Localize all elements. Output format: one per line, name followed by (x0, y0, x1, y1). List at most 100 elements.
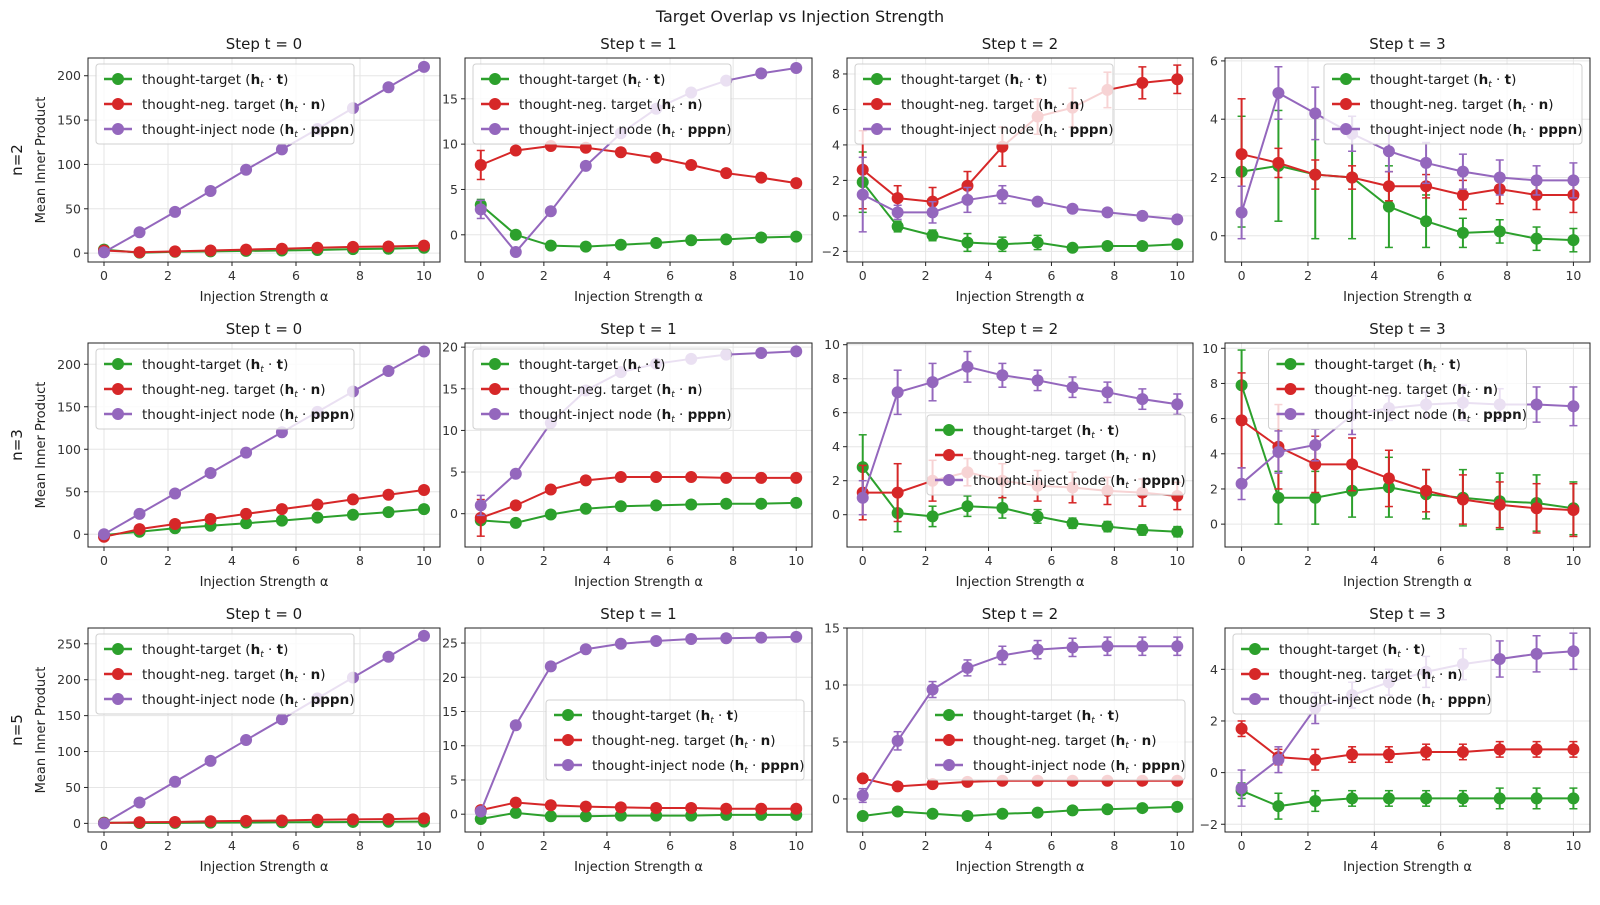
panel-title: Step t = 1 (600, 35, 676, 53)
legend-label: thought-inject node (ht · pppn) (901, 122, 1114, 140)
inject-data-point (891, 206, 904, 219)
target-data-point (346, 508, 359, 521)
neg-data-point (891, 192, 904, 205)
legend-item-neg: thought-neg. target (ht · n) (935, 448, 1157, 466)
inject-data-point (169, 775, 182, 788)
inject-data-point (98, 246, 110, 259)
inject-series-line (861, 365, 1178, 499)
x-tick-label: 2 (540, 553, 548, 568)
y-tick-label: 200 (57, 357, 81, 372)
inject-series-line (862, 193, 1178, 221)
legend-item-target: thought-target (ht · t) (935, 708, 1119, 726)
inject-data-point (1493, 652, 1506, 665)
x-axis-label: Injection Strength α (200, 860, 329, 875)
inject-data-point (926, 683, 939, 696)
target-data-point (1136, 802, 1149, 815)
y-tick-label: 150 (57, 708, 81, 723)
x-tick-label: 0 (477, 268, 485, 283)
y-tick-label: 10 (1202, 341, 1218, 356)
inject-data-point (790, 61, 803, 74)
x-tick-label: 10 (788, 553, 804, 568)
y-tick-label: 100 (57, 442, 81, 457)
inject-data-point (856, 789, 869, 802)
x-tick-label: 8 (1110, 553, 1118, 568)
y-axis-label: Mean Inner Product (34, 667, 49, 794)
legend-label: thought-target (ht · t) (1370, 72, 1516, 90)
y-tick-label: 0 (73, 527, 81, 542)
legend-label: thought-neg. target (ht · n) (142, 667, 326, 685)
neg-data-point (720, 471, 733, 484)
x-tick-label: 4 (603, 553, 611, 568)
inject-data-point (996, 649, 1009, 662)
y-tick-label: 2 (1210, 713, 1218, 728)
inject-data-point (891, 734, 904, 747)
x-tick-label: 8 (729, 268, 737, 283)
legend: thought-target (ht · t) thought-neg. targ… (472, 63, 732, 145)
inject-data-point (755, 67, 768, 80)
legend: thought-target (ht · t) thought-neg. targ… (472, 348, 732, 430)
inject-data-point (891, 386, 904, 399)
inject-data-point (1567, 400, 1580, 413)
legend: thought-target (ht · t) thought-neg. targ… (95, 348, 355, 430)
neg-data-point (1136, 76, 1149, 89)
neg-series-line (1241, 153, 1574, 196)
neg-data-point (856, 772, 869, 785)
axes-frame (464, 627, 813, 833)
legend-label: thought-target (ht · t) (973, 423, 1119, 441)
legend-label: thought-inject node (ht · pppn) (519, 122, 732, 140)
target-data-point (891, 220, 904, 233)
target-data-point (891, 805, 904, 818)
neg-data-point (133, 523, 146, 536)
neg-data-point (275, 503, 288, 516)
neg-data-point (1420, 484, 1433, 497)
legend-label: thought-inject node (ht · pppn) (142, 692, 355, 710)
inject-data-point (685, 632, 698, 645)
neg-data-point (1309, 168, 1322, 181)
neg-data-point (790, 802, 803, 815)
inject-data-point (1101, 386, 1114, 399)
inject-data-point (240, 734, 253, 747)
y-tick-label: 2 (832, 173, 840, 188)
y-tick-label: 0 (832, 507, 840, 522)
legend-marker-icon (489, 98, 501, 110)
neg-data-point (169, 245, 182, 258)
neg-data-point (891, 780, 904, 793)
x-tick-label: 2 (540, 838, 548, 853)
legend-marker-icon (1340, 123, 1352, 135)
y-tick-label: 2 (832, 473, 840, 488)
neg-data-point (614, 471, 627, 484)
neg-data-point (204, 815, 217, 828)
legend-marker-icon (1284, 358, 1297, 370)
x-tick-label: 8 (1503, 553, 1511, 568)
neg-data-point (346, 493, 359, 506)
x-axis-label: Injection Strength α (1343, 860, 1472, 875)
x-axis-label: Injection Strength α (200, 575, 329, 590)
legend-item-neg: thought-neg. target (ht · n) (104, 382, 326, 400)
inject-data-point (382, 81, 395, 94)
inject-data-point (1272, 446, 1285, 459)
legend-box (472, 63, 732, 145)
row-label: n=3 (8, 429, 26, 461)
target-data-point (926, 807, 939, 820)
y-tick-label: 2 (1210, 170, 1218, 185)
x-tick-label: 0 (100, 838, 108, 853)
panel-title: Step t = 2 (982, 605, 1058, 623)
target-data-point (926, 229, 939, 242)
target-data-point (961, 810, 974, 823)
inject-data-point (98, 817, 110, 830)
axes-frame (846, 342, 1194, 548)
legend-box (95, 348, 355, 430)
inject-data-point (382, 365, 395, 378)
y-tick-label: 4 (1210, 112, 1218, 127)
inject-data-point (1031, 643, 1044, 656)
axes-frame (1224, 57, 1591, 263)
x-tick-label: 6 (666, 553, 674, 568)
legend-marker-icon (943, 449, 955, 461)
neg-data-point (311, 498, 324, 511)
target-data-point (1136, 240, 1149, 253)
x-tick-label: 0 (100, 268, 108, 283)
target-data-point (650, 236, 663, 249)
x-axis-label: Injection Strength α (574, 290, 703, 305)
x-tick-label: 10 (1565, 553, 1581, 568)
legend-item-target: thought-target (ht · t) (863, 72, 1047, 90)
